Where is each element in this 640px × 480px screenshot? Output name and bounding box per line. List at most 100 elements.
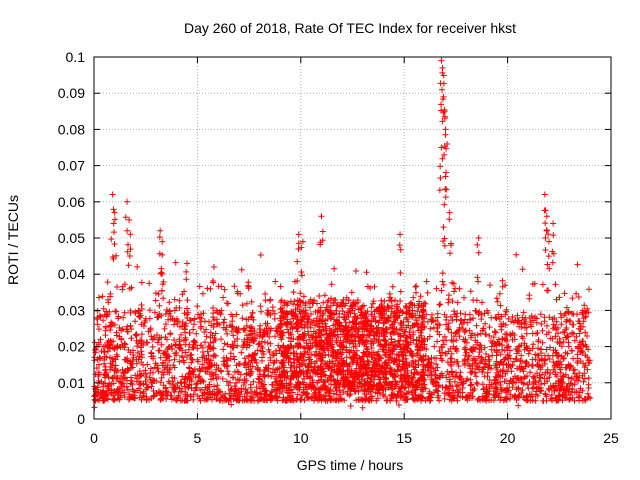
roti-peak-streak-point	[437, 175, 444, 181]
roti-peak-streak-point	[184, 305, 191, 312]
roti-peak-streak-point	[475, 249, 482, 256]
roti-peak-point	[550, 220, 557, 227]
roti-peak-streak-point	[397, 246, 404, 253]
x-tick-label: 5	[194, 430, 202, 446]
chart-title: Day 260 of 2018, Rate Of TEC Index for r…	[184, 20, 516, 36]
roti-peak-streak-point	[441, 201, 448, 208]
roti-peak-streak-point	[209, 277, 216, 284]
roti-peak-point	[318, 213, 325, 220]
roti-peak-streak-point	[295, 240, 302, 247]
roti-peak-point	[124, 198, 131, 205]
roti-peak-streak-point	[543, 226, 550, 233]
roti-peak-point	[541, 191, 548, 198]
y-tick-label: 0.08	[58, 121, 85, 137]
roti-peak-streak-point	[397, 288, 404, 295]
x-tick-label: 10	[293, 430, 309, 446]
roti-peak-point	[442, 126, 449, 133]
roti-peak-point	[440, 224, 447, 231]
roti-peak-streak-point	[126, 252, 133, 259]
roti-peak-streak-point	[440, 238, 447, 245]
roti-peak-streak-point	[440, 80, 447, 87]
roti-peak-streak-point	[441, 151, 448, 158]
roti-peak-streak-point	[298, 272, 305, 279]
roti-peak-streak-point	[546, 265, 553, 272]
roti-peak-streak-point	[474, 241, 481, 248]
roti-peak-point	[111, 209, 118, 216]
roti-peak-streak-point	[545, 253, 552, 260]
roti-peak-point	[545, 238, 552, 245]
roti-peak-streak-point	[439, 155, 446, 162]
roti-peak-streak-point	[544, 261, 551, 268]
data-points	[91, 57, 594, 411]
roti-peak-point	[446, 209, 453, 216]
roti-peak-streak-point	[474, 274, 481, 281]
roti-peak-streak-point	[295, 245, 302, 252]
y-tick-label: 0.07	[58, 158, 85, 174]
y-tick-label: 0	[77, 411, 85, 427]
roti-peak-streak-point	[439, 270, 446, 277]
roti-peak-streak-point	[294, 278, 301, 285]
roti-peak-streak-point	[108, 236, 115, 243]
roti-peak-streak-point	[442, 185, 449, 192]
roti-peak-streak-point	[110, 206, 117, 213]
roti-peak-streak-point	[541, 207, 548, 214]
roti-peak-streak-point	[110, 220, 117, 227]
roti-peak-point	[440, 93, 447, 100]
roti-peak-streak-point	[183, 268, 190, 275]
roti-peak-point	[157, 227, 164, 234]
roti-peak-streak-point	[446, 216, 453, 223]
roti-peak-point	[438, 144, 445, 151]
roti-peak-streak-point	[440, 72, 447, 79]
roti-peak-point	[159, 238, 166, 245]
y-tick-label: 0.02	[58, 339, 85, 355]
x-tick-label: 25	[603, 430, 619, 446]
roti-point-cloud	[91, 251, 594, 411]
roti-peak-streak-point	[158, 269, 165, 276]
roti-peak-streak-point	[124, 227, 131, 234]
roti-peak-streak-point	[442, 194, 449, 201]
roti-peak-streak-point	[545, 287, 552, 294]
roti-peak-streak-point	[439, 118, 446, 125]
y-tick-label: 0.1	[66, 49, 86, 65]
roti-peak-streak-point	[317, 239, 324, 246]
x-axis: 0 5 10 15 20 25	[90, 57, 619, 446]
y-tick-label: 0.04	[58, 266, 85, 282]
roti-peak-streak-point	[549, 259, 556, 266]
roti-peak-point	[442, 173, 449, 180]
roti-peak-streak-point	[446, 250, 453, 257]
roti-peak-point	[439, 64, 446, 71]
roti-peak-streak-point	[448, 242, 455, 249]
roti-peak-streak-point	[437, 163, 444, 170]
roti-peak-point	[299, 238, 306, 245]
roti-peak-streak-point	[294, 258, 301, 265]
roti-peak-streak-point	[475, 278, 482, 285]
roti-peak-streak-point	[438, 101, 445, 108]
roti-peak-streak-point	[396, 242, 403, 249]
roti-peak-streak-point	[550, 250, 557, 257]
y-tick-label: 0.06	[58, 194, 85, 210]
roti-peak-streak-point	[110, 256, 117, 263]
roti-peak-streak-point	[300, 299, 307, 306]
roti-peak-streak-point	[440, 109, 447, 116]
roti-peak-point	[109, 191, 116, 198]
roti-peak-streak-point	[542, 246, 549, 253]
roti-peak-streak-point	[319, 228, 326, 235]
roti-peak-point	[184, 260, 191, 267]
roti-peak-streak-point	[550, 232, 557, 239]
y-axis: 0 0.01 0.02 0.03 0.04 0.05 0.06 0.07 0.08 0.09 0.1	[58, 49, 611, 427]
roti-peak-streak-point	[210, 320, 217, 327]
roti-peak-point	[397, 231, 404, 238]
roti-peak-streak-point	[111, 216, 118, 223]
roti-peak-streak-point	[440, 281, 447, 288]
roti-peak-point	[543, 213, 550, 220]
roti-peak-streak-point	[441, 242, 448, 249]
roti-peak-point	[441, 108, 448, 115]
roti-peak-streak-point	[125, 241, 131, 248]
roti-peak-streak-point	[298, 268, 305, 275]
x-tick-label: 15	[396, 430, 412, 446]
roti-peak-streak-point	[122, 214, 129, 221]
roti-peak-streak-point	[125, 262, 132, 269]
roti-peak-point	[210, 263, 217, 270]
x-tick-label: 20	[500, 430, 516, 446]
